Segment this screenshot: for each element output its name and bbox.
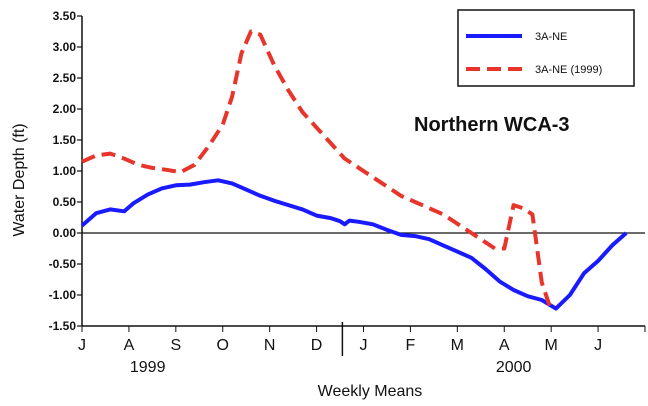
y-tick-label-10: -1.50: [49, 319, 77, 333]
legend-label-3a-ne: 3A-NE: [535, 31, 567, 43]
x-tick-label-1: A: [124, 337, 135, 354]
x-tick-label-11: J: [594, 337, 602, 354]
y-tick-label-6: 0.50: [53, 195, 77, 209]
y-tick-label-8: -0.50: [49, 257, 77, 271]
x-tick-label-3: O: [217, 337, 229, 354]
y-tick-label-1: 3.00: [53, 40, 77, 54]
y-tick-label-7: 0.00: [53, 226, 77, 240]
axes-layer: 3.50 3.00 2.50 2.00 1.50 1.00 0.50 0.00 -0.50 -1.…: [49, 9, 646, 376]
x-tick-label-4: N: [264, 337, 276, 354]
y-tick-label-3: 2.00: [53, 102, 77, 116]
x-tick-label-5: D: [311, 337, 323, 354]
y-tick-label-9: -1.00: [49, 288, 77, 302]
x-tick-label-0: J: [78, 337, 86, 354]
y-tick-label-0: 3.50: [53, 9, 77, 23]
y-tick-label-2: 2.50: [53, 71, 77, 85]
y-tick-label-4: 1.50: [53, 133, 77, 147]
series-layer: [80, 29, 628, 312]
legend: 3A-NE 3A-NE (1999): [457, 9, 635, 87]
y-axis-title: Water Depth (ft): [11, 123, 28, 236]
year-label-0: 1999: [130, 359, 166, 376]
series-line-1: [81, 29, 554, 312]
year-label-1: 2000: [496, 359, 532, 376]
x-axis-title: Weekly Means: [318, 383, 423, 400]
y-tick-label-5: 1.00: [53, 164, 77, 178]
legend-box: [457, 9, 635, 87]
x-tick-label-2: S: [170, 337, 181, 354]
chart-annotation: Northern WCA-3: [414, 114, 570, 136]
x-tick-label-8: M: [451, 337, 464, 354]
x-tick-label-7: F: [406, 337, 416, 354]
x-tick-label-10: M: [545, 337, 558, 354]
x-tick-label-9: A: [499, 337, 510, 354]
legend-label-3a-ne-1999: 3A-NE (1999): [535, 64, 602, 76]
x-tick-label-6: J: [360, 337, 368, 354]
series-line-0: [80, 178, 628, 311]
